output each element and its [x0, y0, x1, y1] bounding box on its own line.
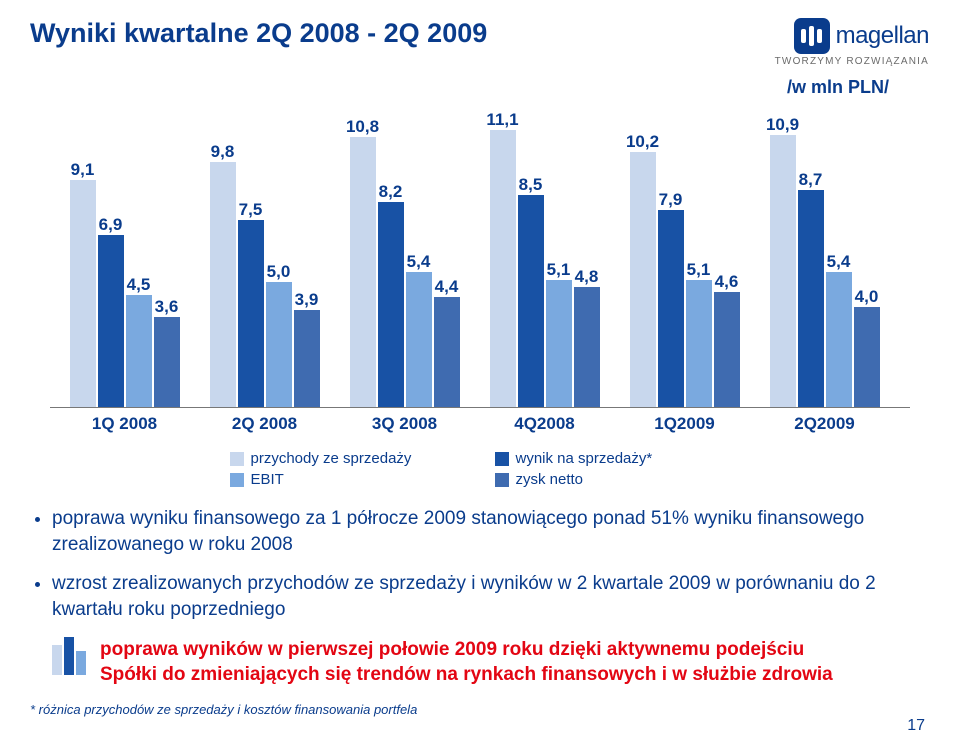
bullet-item: wzrost zrealizowanych przychodów ze sprz… — [52, 571, 919, 622]
bar: 8,2 — [378, 202, 404, 407]
bar: 5,1 — [546, 280, 572, 408]
bar-value-label: 10,8 — [346, 117, 379, 137]
bar-group: 10,27,95,14,6 — [630, 152, 740, 407]
bar-value-label: 3,6 — [155, 297, 179, 317]
bar-value-label: 4,0 — [855, 287, 879, 307]
bar-value-label: 3,9 — [295, 290, 319, 310]
bar-value-label: 5,1 — [687, 260, 711, 280]
bar-group: 9,87,55,03,9 — [210, 162, 320, 407]
legend-swatch — [495, 452, 509, 466]
legend-label: zysk netto — [516, 471, 584, 488]
category-label: 4Q2008 — [514, 414, 575, 434]
legend-item: wynik na sprzedaży* — [495, 450, 730, 467]
logo-text: magellan — [836, 22, 929, 50]
legend-swatch — [230, 452, 244, 466]
callout-icon — [52, 637, 86, 683]
bar-value-label: 8,2 — [379, 182, 403, 202]
bar: 4,0 — [854, 307, 880, 407]
category-label: 1Q2009 — [654, 414, 715, 434]
bar: 6,9 — [98, 235, 124, 408]
bar-value-label: 9,8 — [211, 142, 235, 162]
bar-group: 11,18,55,14,8 — [490, 130, 600, 408]
bar-value-label: 5,4 — [827, 252, 851, 272]
page-number: 17 — [907, 717, 925, 735]
bar: 5,4 — [826, 272, 852, 407]
bullet-item: poprawa wyniku finansowego za 1 półrocze… — [52, 506, 919, 557]
bar: 7,5 — [238, 220, 264, 408]
logo-block: magellan TWORZYMY ROZWIĄZANIA — [775, 18, 929, 67]
bar-value-label: 6,9 — [99, 215, 123, 235]
bullet-list: poprawa wyniku finansowego za 1 półrocze… — [52, 506, 919, 623]
page-title: Wyniki kwartalne 2Q 2008 - 2Q 2009 — [30, 18, 487, 49]
bar: 5,0 — [266, 282, 292, 407]
bar-value-label: 11,1 — [486, 110, 518, 130]
bar-group: 9,16,94,53,6 — [70, 180, 180, 408]
bar: 7,9 — [658, 210, 684, 408]
bar-value-label: 4,4 — [435, 277, 459, 297]
bar: 5,4 — [406, 272, 432, 407]
footnote: * różnica przychodów ze sprzedaży i kosz… — [30, 702, 929, 717]
legend-item: EBIT — [230, 471, 465, 488]
legend-item: zysk netto — [495, 471, 730, 488]
bar-value-label: 4,6 — [715, 272, 739, 292]
bar: 4,6 — [714, 292, 740, 407]
bar-value-label: 7,9 — [659, 190, 683, 210]
logo-icon — [794, 18, 830, 54]
legend-item: przychody ze sprzedaży — [230, 450, 465, 467]
legend-label: wynik na sprzedaży* — [516, 450, 653, 467]
chart-legend: przychody ze sprzedaży wynik na sprzedaży… — [230, 450, 730, 488]
bar: 9,8 — [210, 162, 236, 407]
bar-value-label: 7,5 — [239, 200, 263, 220]
bar-value-label: 5,4 — [407, 252, 431, 272]
category-label: 2Q 2008 — [232, 414, 297, 434]
bar: 11,1 — [490, 130, 516, 408]
bar: 3,6 — [154, 317, 180, 407]
bar: 8,5 — [518, 195, 544, 408]
legend-label: EBIT — [251, 471, 284, 488]
bar: 8,7 — [798, 190, 824, 408]
bar-value-label: 9,1 — [71, 160, 95, 180]
bar: 9,1 — [70, 180, 96, 408]
bar-group: 10,88,25,44,4 — [350, 137, 460, 407]
category-label: 2Q2009 — [794, 414, 855, 434]
bar: 10,8 — [350, 137, 376, 407]
legend-swatch — [230, 473, 244, 487]
bar: 10,9 — [770, 135, 796, 408]
bar-value-label: 4,8 — [575, 267, 599, 287]
bar: 4,8 — [574, 287, 600, 407]
bar-group: 10,98,75,44,0 — [770, 135, 880, 408]
bar: 4,5 — [126, 295, 152, 408]
unit-label: /w mln PLN/ — [30, 77, 889, 98]
legend-swatch — [495, 473, 509, 487]
callout-text: poprawa wyników w pierwszej połowie 2009… — [100, 637, 860, 688]
bar-value-label: 10,9 — [766, 115, 799, 135]
bar: 4,4 — [434, 297, 460, 407]
bar: 10,2 — [630, 152, 656, 407]
logo-subtitle: TWORZYMY ROZWIĄZANIA — [775, 56, 929, 67]
category-label: 1Q 2008 — [92, 414, 157, 434]
bar-value-label: 5,1 — [547, 260, 571, 280]
quarterly-chart: 9,16,94,53,69,87,55,03,910,88,25,44,411,… — [50, 98, 910, 408]
bar-value-label: 5,0 — [267, 262, 291, 282]
category-axis: 1Q 2008 2Q 2008 3Q 2008 4Q2008 1Q2009 2Q2009 — [50, 414, 910, 436]
bar-value-label: 8,7 — [799, 170, 823, 190]
bar-value-label: 8,5 — [519, 175, 543, 195]
legend-label: przychody ze sprzedaży — [251, 450, 412, 467]
category-label: 3Q 2008 — [372, 414, 437, 434]
bar-value-label: 10,2 — [626, 132, 659, 152]
bar: 3,9 — [294, 310, 320, 408]
bar: 5,1 — [686, 280, 712, 408]
bar-value-label: 4,5 — [127, 275, 151, 295]
